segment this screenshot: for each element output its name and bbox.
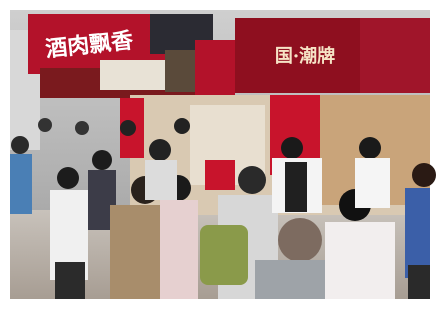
photo: 酒肉飘香 国·潮牌 — [0, 0, 440, 309]
page: {"signs": [{"text": "酒肉飘香"}, {"text": "国… — [0, 0, 440, 309]
sign-text: 国·潮牌 — [275, 45, 335, 67]
shelf — [165, 50, 195, 92]
product-box — [205, 160, 235, 190]
banner-side — [360, 18, 430, 93]
booth-panel — [195, 40, 235, 95]
booth-sign — [100, 60, 165, 90]
